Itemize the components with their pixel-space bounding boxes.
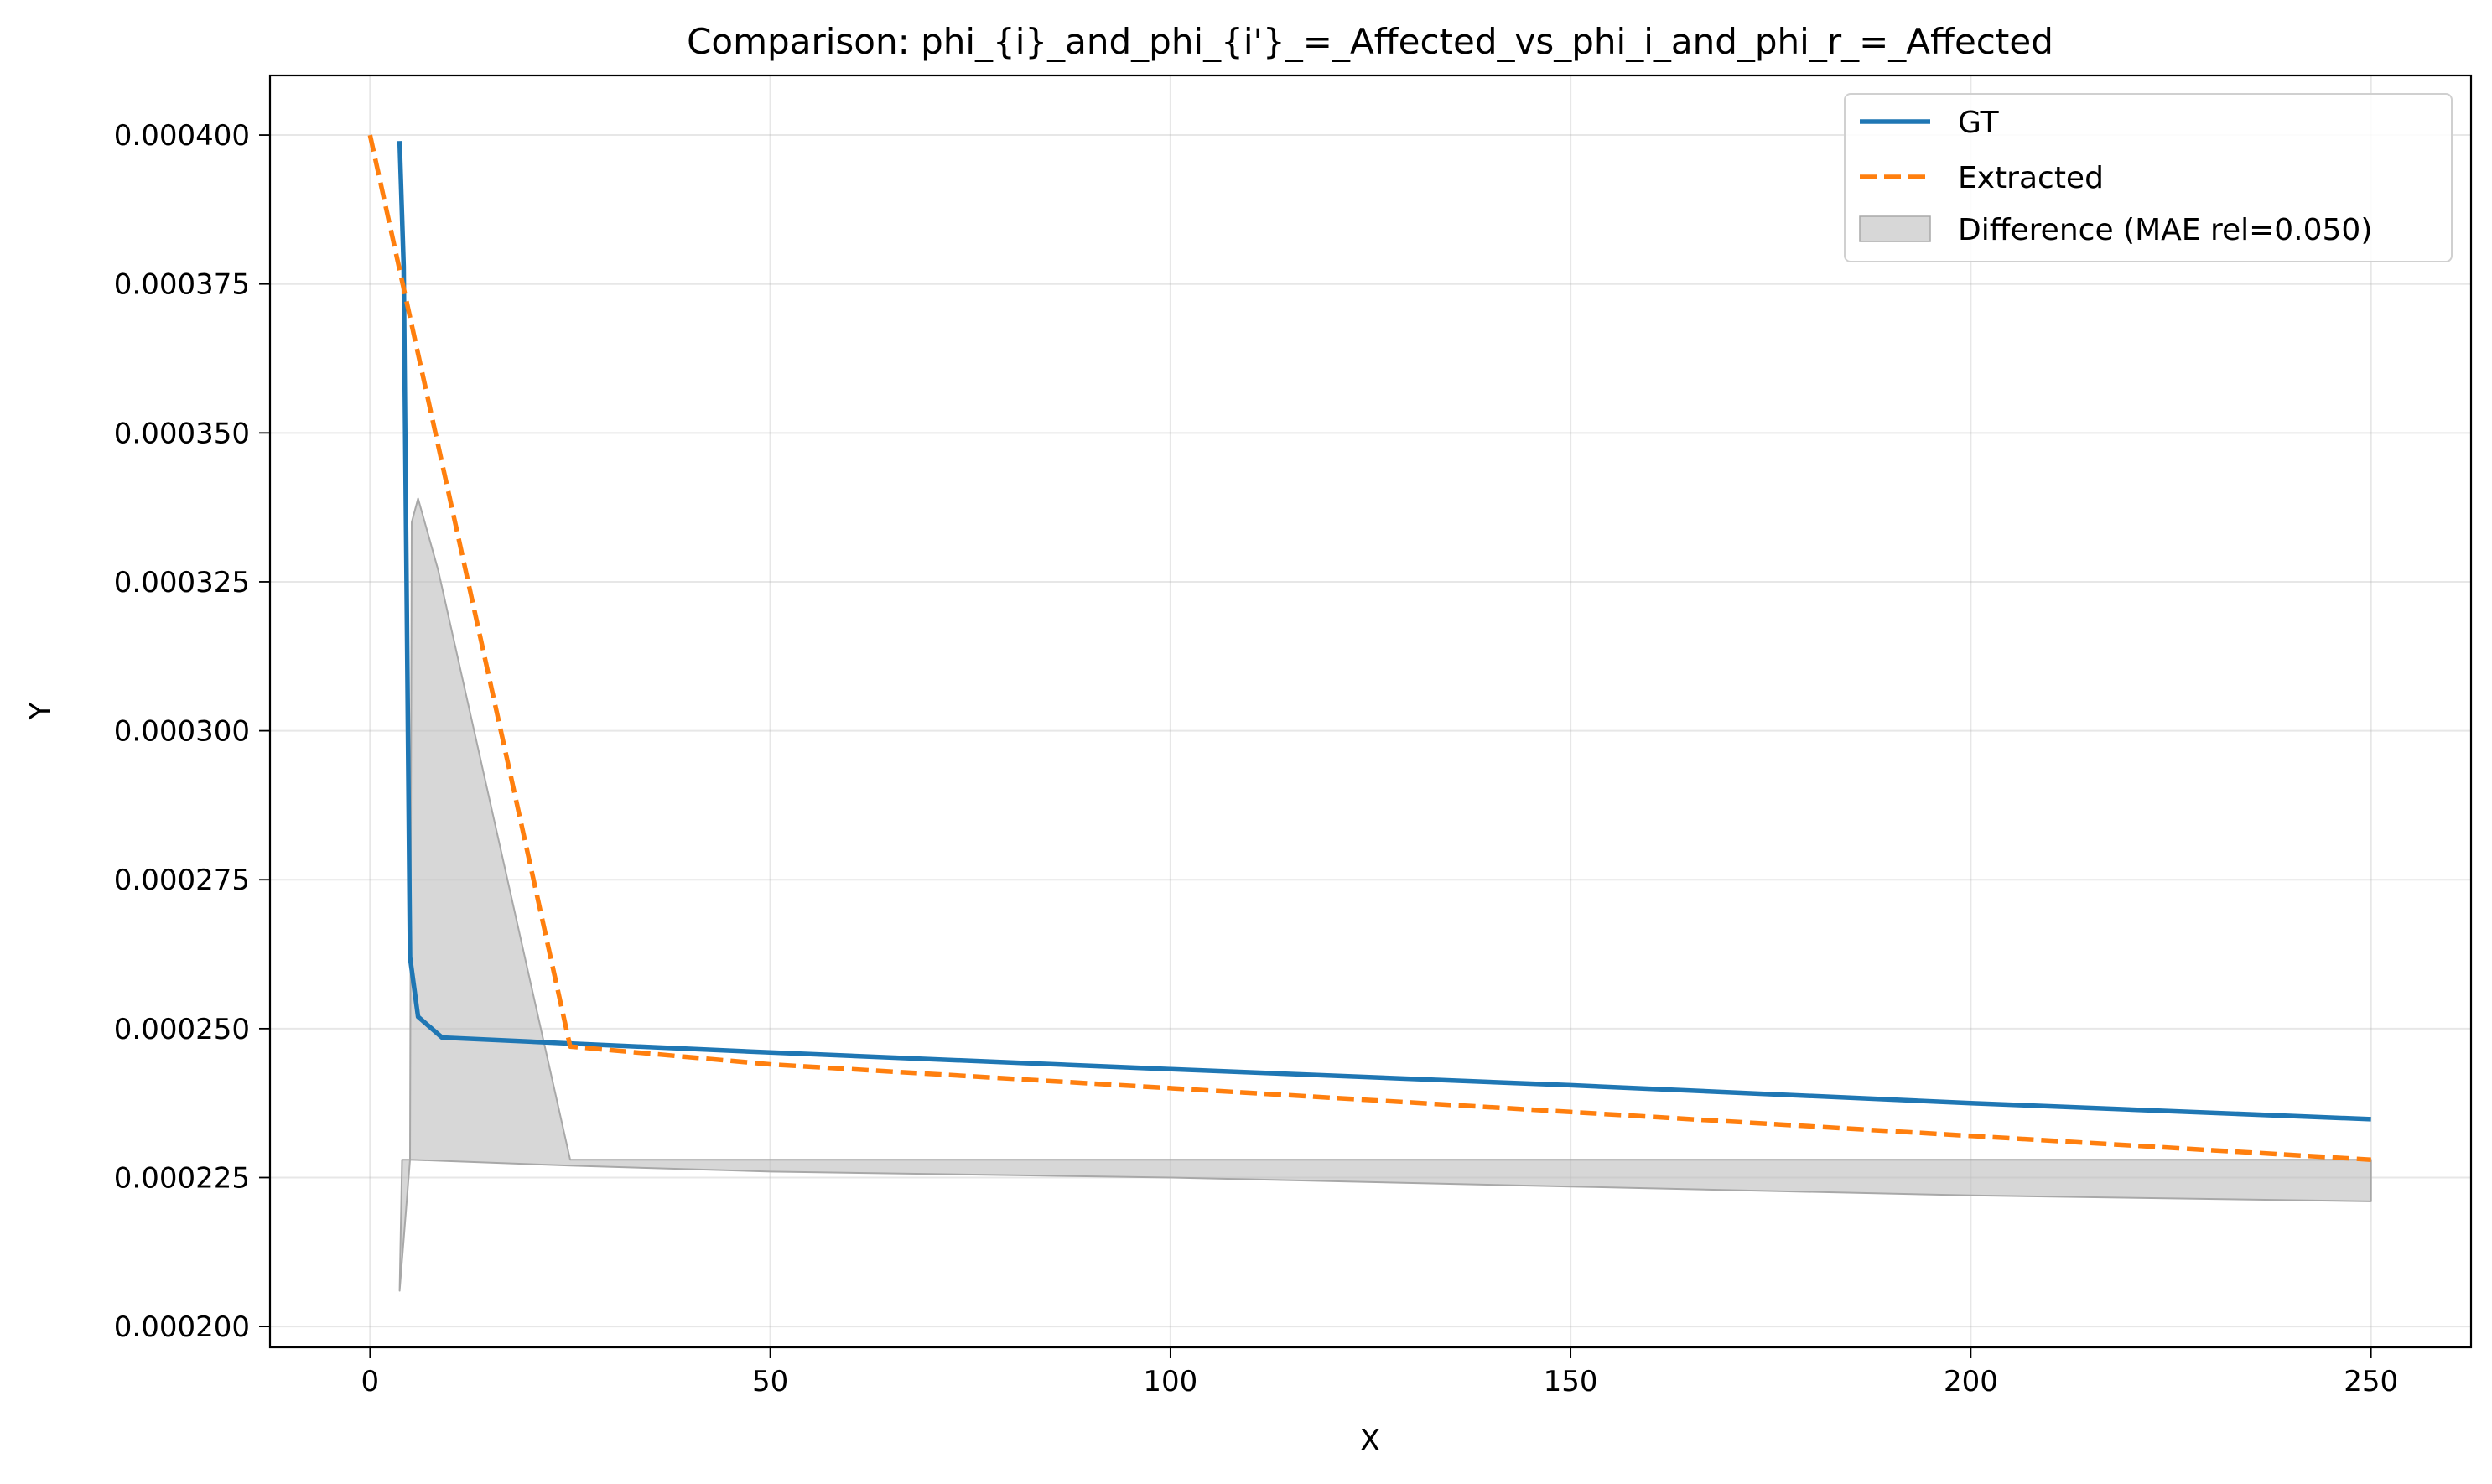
y-tick-label: 0.000350 [114, 417, 250, 450]
series-layer [367, 134, 2371, 1162]
x-tick-label: 100 [1143, 1365, 1197, 1398]
plot-area-frame [268, 74, 2473, 1349]
legend-extracted-label: Extracted [1958, 161, 2104, 195]
x-axis-label: X [1360, 1424, 1381, 1458]
x-tick-label: 50 [752, 1365, 788, 1398]
y-axis-label: Y [23, 701, 58, 721]
y-tick-label: 0.000400 [114, 119, 250, 153]
chart-title: Comparison: phi_{i}_and_phi_{i'}_=_Affec… [687, 21, 2053, 62]
y-tick-label: 0.000325 [114, 566, 250, 599]
x-tick-label: 150 [1544, 1365, 1598, 1398]
legend-difference-swatch [1859, 215, 1931, 242]
y-tick-label: 0.000225 [114, 1161, 250, 1195]
legend-box [1844, 93, 2453, 262]
legend-difference-label: Difference (MAE rel=0.050) [1958, 213, 2372, 247]
y-tick-label: 0.000275 [114, 864, 250, 897]
y-tick-label: 0.000300 [114, 715, 250, 749]
legend: GT Extracted Difference (MAE rel=0.050) [1844, 93, 2453, 262]
y-axis-ticks: 0.000200 0.000225 0.000250 0.000275 0.000300… [114, 119, 270, 1344]
x-tick-label: 250 [2344, 1365, 2398, 1398]
x-axis-ticks: 0 50 100 150 200 250 [361, 1347, 2398, 1398]
y-tick-label: 0.000200 [114, 1310, 250, 1344]
x-tick-label: 0 [361, 1365, 379, 1398]
grid [270, 75, 2471, 1347]
series-line-extracted [367, 134, 2371, 1162]
x-tick-label: 200 [1944, 1365, 1998, 1398]
y-tick-label: 0.000250 [114, 1013, 250, 1046]
legend-gt-label: GT [1958, 106, 2000, 140]
y-tick-label: 0.000375 [114, 268, 250, 302]
